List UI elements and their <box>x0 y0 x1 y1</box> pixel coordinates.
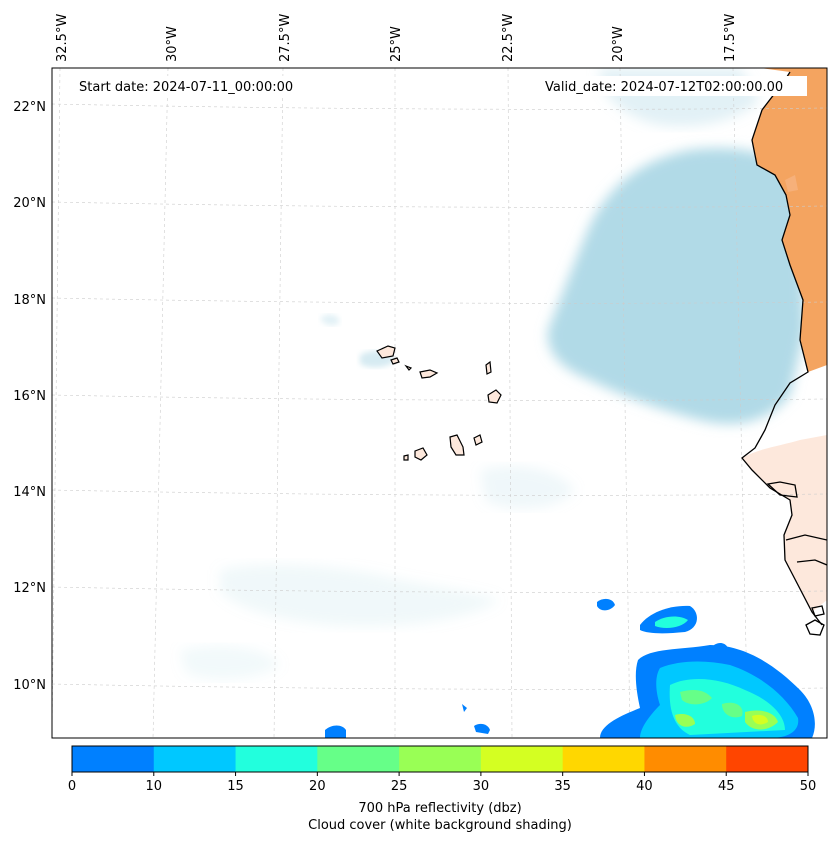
longitude-labels: 32.5°W 30°W 27.5°W 25°W 22.5°W 20°W 17.5… <box>55 14 738 62</box>
lon-label: 22.5°W <box>501 14 516 62</box>
graticule <box>52 68 827 738</box>
colorbar-tick-label: 45 <box>718 779 735 794</box>
colorbar-segment <box>480 746 564 772</box>
colorbar-label-reflectivity: 700 hPa reflectivity (dbz) <box>358 801 522 816</box>
lat-label: 12°N <box>13 581 46 596</box>
land-hot-patch <box>785 175 798 192</box>
colorbar-tick-label: 0 <box>68 779 76 794</box>
start-date-box: Start date: 2024-07-11_00:00:00 <box>74 76 312 96</box>
reflectivity-cell <box>722 702 743 718</box>
colorbar-tick-label: 15 <box>227 779 244 794</box>
colorbar-tick-label: 10 <box>146 779 163 794</box>
colorbar-label-cloud: Cloud cover (white background shading) <box>308 818 572 833</box>
colorbar-segment <box>562 746 645 772</box>
colorbar-segment <box>644 746 727 772</box>
lon-label: 20°W <box>611 26 626 62</box>
colorbar-tick-label: 30 <box>473 779 490 794</box>
lat-label: 18°N <box>13 293 46 308</box>
reflectivity-cell <box>462 704 467 712</box>
reflectivity-cell <box>597 598 615 611</box>
lon-label: 17.5°W <box>723 14 738 62</box>
lat-label: 14°N <box>13 485 46 500</box>
reflectivity-cell <box>752 714 768 725</box>
colorbar-segment <box>153 746 237 772</box>
start-date-label: Start date: 2024-07-11_00:00:00 <box>79 80 293 95</box>
lon-label: 25°W <box>389 26 404 62</box>
cape-verde-islands <box>376 345 502 461</box>
colorbar: 0 10 15 20 25 30 35 40 45 50 <box>68 745 817 794</box>
reflectivity-layer <box>325 598 815 738</box>
colorbar-tick-label: 35 <box>554 779 571 794</box>
lat-label: 20°N <box>13 196 46 211</box>
map-frame <box>51 67 828 739</box>
colorbar-tick-label: 25 <box>391 779 408 794</box>
lon-label: 32.5°W <box>55 14 70 62</box>
colorbar-segment <box>235 746 318 772</box>
reflectivity-cell <box>675 714 695 727</box>
reflectivity-cell <box>680 690 712 705</box>
colorbar-tick-label: 40 <box>636 779 653 794</box>
colorbar-tick-label: 20 <box>309 779 326 794</box>
colorbar-segment <box>317 746 400 772</box>
reflectivity-cell <box>655 616 688 628</box>
lon-label: 27.5°W <box>278 14 293 62</box>
coastline <box>741 71 827 636</box>
reflectivity-cell <box>325 725 346 738</box>
latitude-labels: 22°N 20°N 18°N 16°N 14°N 12°N 10°N <box>13 100 46 693</box>
colorbar-tick-label: 50 <box>800 779 817 794</box>
colorbar-segment <box>72 746 155 772</box>
lat-label: 22°N <box>13 100 46 115</box>
colorbar-segment <box>726 746 809 772</box>
valid-date-box: Valid_date: 2024-07-12T02:00:00.00 <box>540 76 807 96</box>
lat-label: 16°N <box>13 389 46 404</box>
lon-label: 30°W <box>165 26 180 62</box>
colorbar-segment <box>399 746 482 772</box>
lat-label: 10°N <box>13 678 46 693</box>
reflectivity-cell <box>474 723 490 734</box>
colorbar-frame <box>71 745 809 773</box>
land-layer <box>742 68 827 612</box>
valid-date-label: Valid_date: 2024-07-12T02:00:00.00 <box>545 80 783 95</box>
